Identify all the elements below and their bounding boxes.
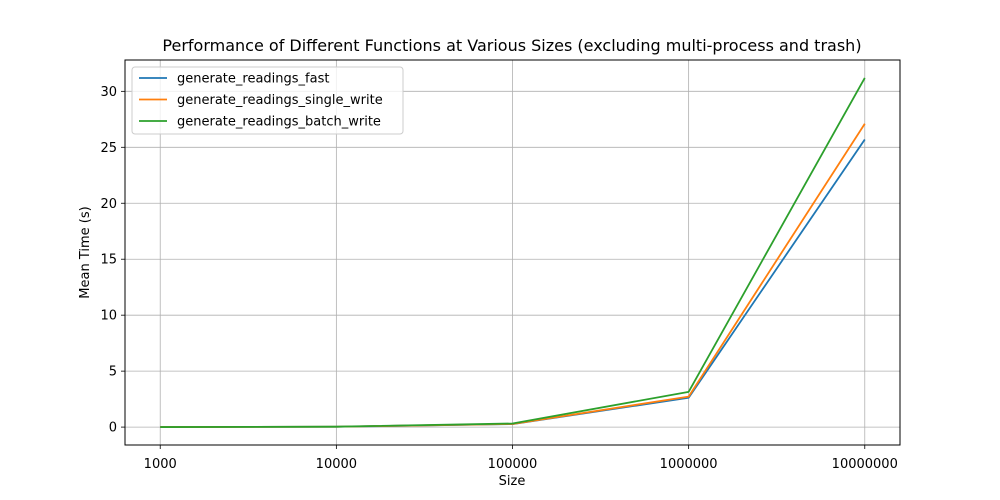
x-tick-label: 1000 [144, 457, 177, 472]
x-tick-label: 10000000 [832, 457, 898, 472]
y-tick-label: 10 [100, 309, 117, 324]
y-tick-label: 20 [100, 197, 117, 212]
y-axis-title: Mean Time (s) [78, 206, 93, 298]
legend: generate_readings_fast generate_readings_… [131, 66, 404, 135]
x-tick-label: 10000 [316, 457, 357, 472]
axis-ticks: 1000 10000 100000 1000000 10000000 0 5 10 15 20 25… [100, 85, 897, 472]
y-tick-label: 15 [100, 253, 117, 268]
x-tick-label: 1000000 [660, 457, 718, 472]
legend-label: generate_readings_batch_write [177, 115, 381, 130]
legend-label: generate_readings_single_write [177, 93, 383, 108]
x-tick-label: 100000 [488, 457, 538, 472]
y-tick-label: 30 [100, 85, 117, 100]
chart-title: Performance of Different Functions at Va… [162, 36, 861, 55]
series-lines [160, 77, 866, 428]
x-axis-title: Size [499, 474, 526, 489]
y-tick-label: 25 [100, 141, 117, 156]
legend-label: generate_readings_fast [177, 72, 329, 87]
y-tick-label: 0 [109, 421, 117, 436]
legend-box [131, 66, 404, 135]
y-tick-label: 5 [109, 365, 117, 380]
